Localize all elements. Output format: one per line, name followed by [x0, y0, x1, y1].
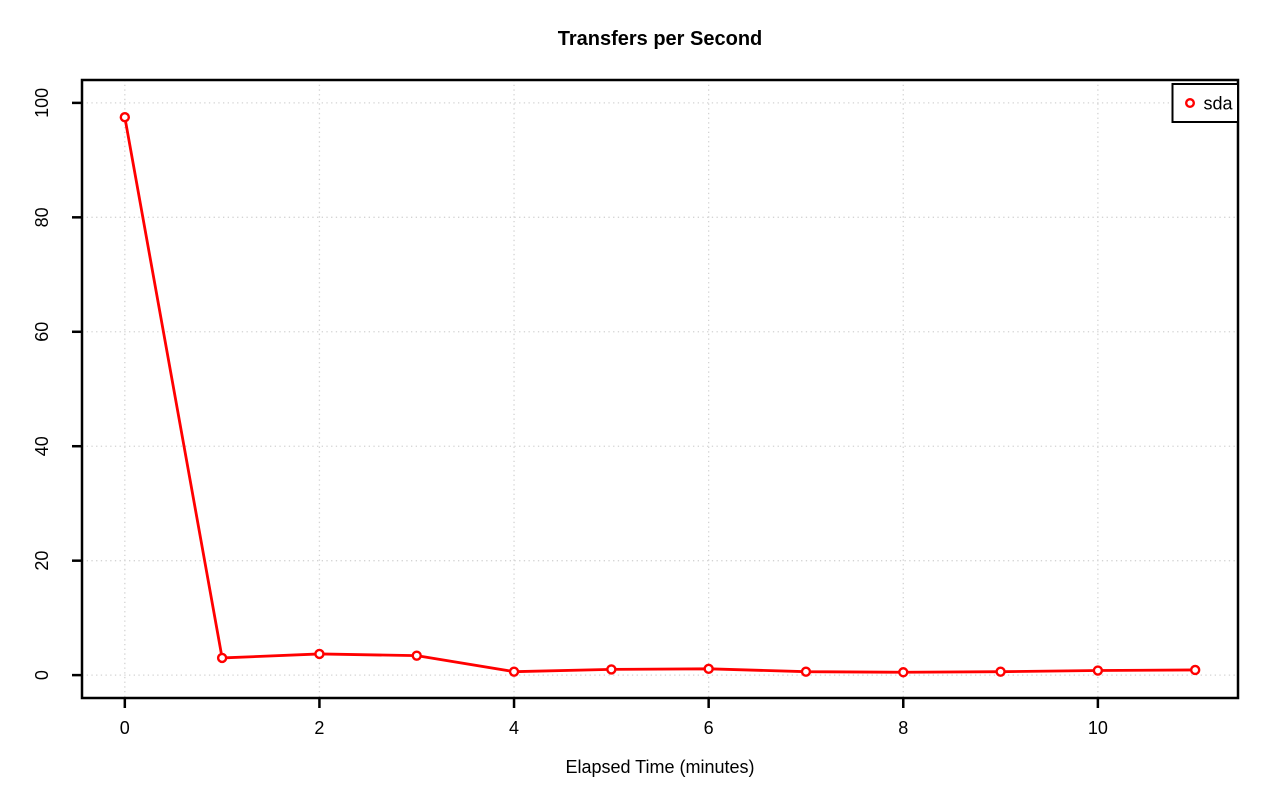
- series-line-sda: [123, 115, 1197, 674]
- data-point: [703, 663, 714, 675]
- data-point: [314, 648, 325, 660]
- data-point: [1189, 664, 1201, 676]
- plot-box: [80, 78, 1240, 700]
- y-tick-label: 80: [32, 207, 52, 227]
- open-circle-icon: [1184, 97, 1195, 108]
- x-tick-label: 6: [704, 718, 714, 738]
- y-tick-label: 0: [32, 670, 52, 680]
- x-tick-label: 10: [1088, 718, 1108, 738]
- data-point: [800, 666, 812, 677]
- chart-title: Transfers per Second: [557, 28, 763, 50]
- data-point: [995, 666, 1006, 677]
- legend-box: [1171, 83, 1239, 123]
- y-tick-label: 100: [32, 88, 52, 118]
- legend-label: sda: [1204, 94, 1234, 114]
- data-point: [216, 652, 228, 664]
- data-point: [898, 667, 909, 678]
- data-point: [411, 650, 422, 661]
- data-point: [1092, 665, 1104, 676]
- x-tick-label: 8: [898, 718, 908, 738]
- y-tick-label: 20: [32, 551, 52, 571]
- x-axis-title: Elapsed Time (minutes): [565, 757, 755, 777]
- data-point: [508, 666, 520, 677]
- y-tick-label: 40: [32, 436, 52, 456]
- data-point: [606, 664, 617, 675]
- x-tick-label: 0: [120, 718, 130, 738]
- x-tick-label: 4: [509, 718, 519, 738]
- y-tick-label: 60: [32, 322, 52, 342]
- data-point: [119, 111, 131, 123]
- x-tick-label: 2: [314, 718, 324, 738]
